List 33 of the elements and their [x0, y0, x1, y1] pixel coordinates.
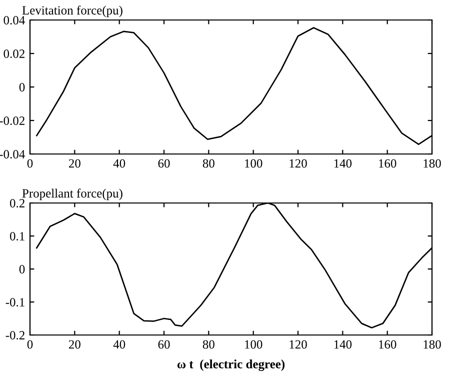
x-tick-label: 0 [27, 159, 33, 168]
x-tick-label: 160 [379, 159, 396, 168]
y-tick-label: -0.02 [0, 116, 24, 126]
chart-title: Levitation force(pu) [22, 6, 122, 18]
y-tick-label: 0 [19, 83, 25, 92]
x-tick-label: 40 [113, 159, 126, 168]
y-tick-label: -0.2 [6, 331, 24, 340]
chart-title: Propellant force(pu) [22, 188, 122, 200]
x-axis-title: ω t (electric degree) [177, 360, 285, 371]
x-tick-label: 40 [113, 340, 126, 349]
x-tick-label: 0 [27, 340, 33, 349]
x-tick-label: 100 [245, 159, 262, 168]
x-tick-label: 100 [245, 340, 262, 349]
y-tick-label: 0.1 [10, 232, 24, 241]
x-tick-label: 80 [202, 340, 214, 349]
x-tick-label: 160 [379, 340, 396, 349]
x-tick-label: 180 [424, 340, 441, 349]
x-tick-label: 60 [158, 340, 170, 349]
x-tick-label: 140 [334, 159, 352, 168]
x-tick-label: 20 [68, 340, 80, 349]
x-tick-label: 20 [68, 159, 80, 168]
x-tick-label: 140 [334, 340, 352, 349]
x-tick-label: 120 [290, 159, 307, 168]
y-tick-label: 0.02 [4, 50, 24, 58]
x-tick-label: 80 [202, 159, 214, 168]
y-tick-label: -0.04 [0, 150, 25, 159]
y-tick-label: 0 [19, 265, 25, 274]
y-tick-label: 0.04 [4, 16, 25, 25]
y-tick-label: 0.2 [10, 199, 24, 208]
x-tick-label: 60 [158, 159, 170, 168]
x-tick-label: 120 [290, 340, 307, 349]
y-tick-label: -0.1 [6, 298, 24, 307]
x-tick-label: 180 [424, 159, 441, 168]
